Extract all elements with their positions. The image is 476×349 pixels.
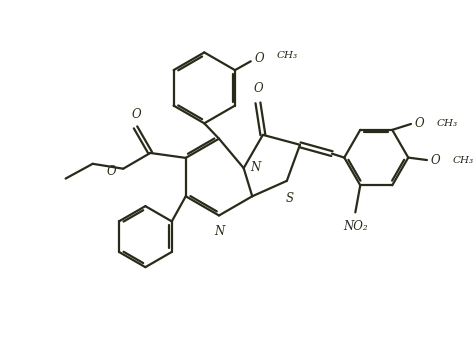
- Text: CH₃: CH₃: [436, 119, 458, 128]
- Text: O: O: [253, 82, 263, 96]
- Text: S: S: [285, 192, 293, 205]
- Text: O: O: [431, 154, 440, 166]
- Text: N: N: [250, 161, 261, 173]
- Text: O: O: [132, 108, 141, 121]
- Text: O: O: [255, 52, 264, 65]
- Text: CH₃: CH₃: [453, 156, 474, 164]
- Text: O: O: [107, 165, 116, 178]
- Text: N: N: [214, 225, 224, 238]
- Text: O: O: [415, 118, 425, 131]
- Text: CH₃: CH₃: [277, 51, 298, 60]
- Text: NO₂: NO₂: [343, 220, 367, 233]
